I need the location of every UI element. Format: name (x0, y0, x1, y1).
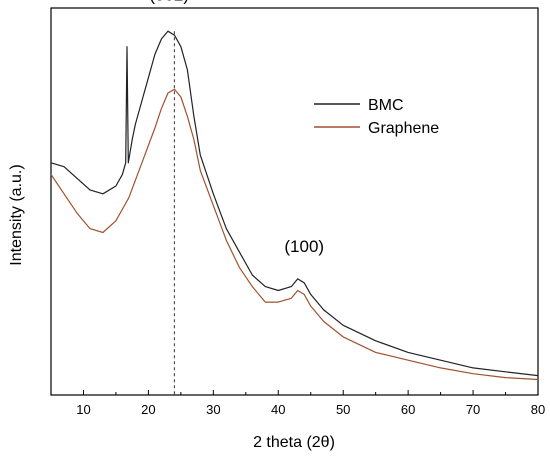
x-tick-label: 20 (141, 402, 155, 417)
x-tick-label: 80 (531, 402, 545, 417)
x-tick-label: 50 (336, 402, 350, 417)
series-line-bmc (50, 30, 539, 377)
y-axis-title: Intensity (a.u.) (8, 164, 25, 265)
x-tick-label: 60 (401, 402, 415, 417)
x-tick-label: 30 (206, 402, 220, 417)
annotations: (002) (100) (149, 0, 324, 256)
x-tick-label: 40 (271, 402, 285, 417)
legend-label-graphene: Graphene (368, 120, 439, 137)
x-axis-title: 2 theta (2θ) (253, 434, 335, 451)
series-layer (50, 30, 539, 381)
plot-frame (50, 7, 539, 396)
peak-annotation-2: (100) (284, 237, 324, 256)
peak-annotation-1: (002) (149, 0, 189, 4)
x-ticks: 10 20 30 40 50 60 70 80 (50, 390, 545, 417)
x-tick-label: 70 (466, 402, 480, 417)
legend-label-bmc: BMC (368, 97, 404, 114)
legend: BMC Graphene (314, 97, 439, 137)
series-line-graphene (50, 88, 539, 381)
x-tick-label: 10 (76, 402, 90, 417)
